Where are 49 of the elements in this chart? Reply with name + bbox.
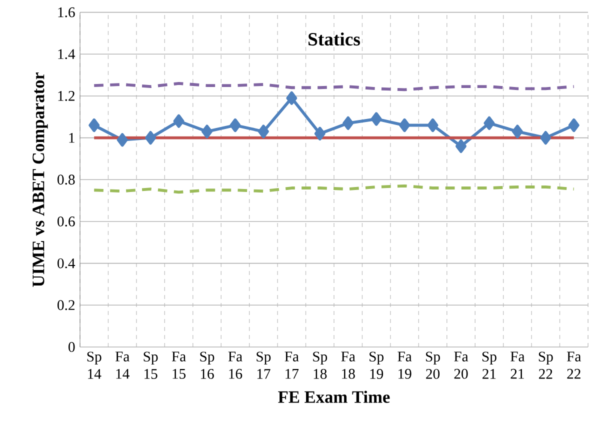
point xyxy=(399,118,410,132)
line-series xyxy=(92,82,576,92)
y-tick-label: 0.4 xyxy=(58,258,76,268)
x-axis-title: FE Exam Time xyxy=(278,390,390,403)
y-tick-label: 1.2 xyxy=(58,91,74,101)
point xyxy=(342,116,354,130)
x-tick-label: Fa 18 xyxy=(341,352,356,379)
point xyxy=(286,91,298,105)
x-tick-label: Sp 14 xyxy=(87,352,102,379)
point xyxy=(145,131,156,145)
y-tick-label: 1.4 xyxy=(58,49,76,60)
x-tick-label: Sp 20 xyxy=(426,352,440,379)
x-tick-label: Sp 19 xyxy=(370,352,384,379)
x-tick-label: Fa 20 xyxy=(454,352,468,379)
y-axis-title: UIME vs ABET Comparator xyxy=(32,72,48,287)
x-tick-label: Sp 22 xyxy=(538,352,553,379)
point xyxy=(512,124,523,138)
x-tick-label: Sp 18 xyxy=(313,352,328,379)
x-tick-label: Sp 15 xyxy=(144,352,158,379)
point xyxy=(116,133,128,147)
point xyxy=(230,118,241,132)
x-tick-label: Sp 21 xyxy=(482,352,496,379)
y-tick-label: 0.8 xyxy=(58,174,75,185)
point xyxy=(88,118,100,132)
x-tick-label: Fa 14 xyxy=(115,352,130,379)
y-tick-label: 0 xyxy=(68,342,75,352)
x-tick-label: Sp 16 xyxy=(200,352,214,379)
x-tick-label: Sp 17 xyxy=(256,352,271,379)
x-tick-label: Fa 17 xyxy=(284,352,299,379)
x-tick-label: Fa 22 xyxy=(566,352,582,379)
point xyxy=(173,114,184,128)
point xyxy=(370,112,382,126)
y-tick-label: 1.6 xyxy=(58,7,75,18)
point xyxy=(484,116,495,130)
point xyxy=(427,118,438,132)
point xyxy=(202,124,212,138)
x-tick-label: Fa 21 xyxy=(510,352,525,379)
text: Statics xyxy=(308,32,360,46)
point xyxy=(314,126,326,140)
y-tick-label: 0.2 xyxy=(58,300,74,310)
x-tick-label: Fa 16 xyxy=(228,352,242,379)
point xyxy=(540,131,552,145)
point xyxy=(258,124,269,138)
x-tick-label: Fa 15 xyxy=(172,352,186,379)
point xyxy=(456,139,466,153)
y-tick-label: 0.6 xyxy=(58,216,75,226)
y-tick-label: 1 xyxy=(69,132,74,143)
point xyxy=(568,118,580,132)
x-tick-label: Fa 19 xyxy=(398,352,412,379)
